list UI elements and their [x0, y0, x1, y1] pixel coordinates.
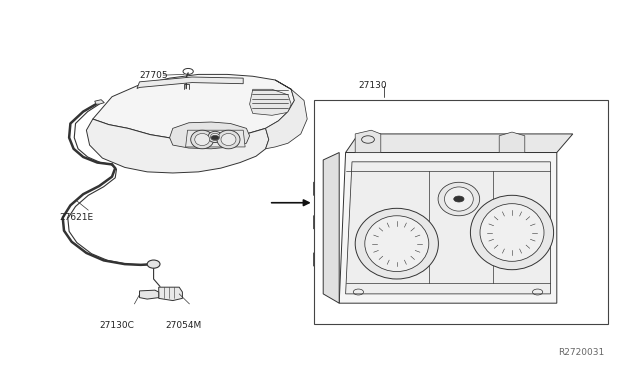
Text: 27054M: 27054M: [165, 321, 202, 330]
Ellipse shape: [438, 182, 480, 216]
Polygon shape: [323, 153, 339, 303]
Polygon shape: [314, 251, 323, 268]
Text: 27621E: 27621E: [59, 213, 93, 222]
Polygon shape: [499, 132, 525, 153]
Polygon shape: [93, 74, 294, 140]
Bar: [314, 100, 608, 324]
Ellipse shape: [211, 133, 220, 141]
Text: 27130: 27130: [358, 81, 387, 90]
Ellipse shape: [470, 195, 554, 270]
Polygon shape: [95, 100, 104, 104]
Polygon shape: [346, 134, 573, 153]
Polygon shape: [346, 162, 550, 294]
Polygon shape: [355, 130, 381, 153]
Ellipse shape: [191, 130, 214, 149]
Ellipse shape: [147, 260, 160, 268]
Polygon shape: [159, 287, 182, 301]
Ellipse shape: [445, 187, 474, 211]
Polygon shape: [137, 77, 243, 89]
Polygon shape: [186, 130, 245, 147]
Ellipse shape: [355, 208, 438, 279]
Ellipse shape: [217, 130, 240, 149]
Ellipse shape: [365, 216, 429, 272]
Circle shape: [454, 196, 464, 202]
Polygon shape: [250, 89, 291, 115]
Polygon shape: [314, 214, 323, 231]
Ellipse shape: [195, 134, 210, 145]
Polygon shape: [140, 290, 159, 299]
Circle shape: [211, 135, 219, 140]
Polygon shape: [314, 180, 323, 197]
Text: R2720031: R2720031: [559, 348, 605, 357]
Polygon shape: [339, 153, 557, 303]
Polygon shape: [170, 122, 250, 149]
Ellipse shape: [480, 204, 544, 261]
Polygon shape: [86, 119, 269, 173]
Ellipse shape: [208, 131, 222, 142]
Polygon shape: [266, 80, 307, 149]
Text: 27705: 27705: [140, 71, 168, 80]
Ellipse shape: [221, 134, 236, 145]
Text: 27130C: 27130C: [99, 321, 134, 330]
